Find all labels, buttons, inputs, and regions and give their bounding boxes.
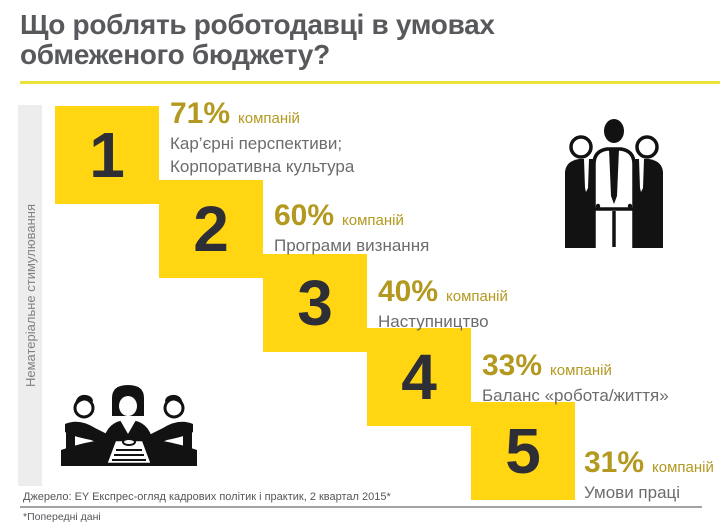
source-text: Джерело: EY Експрес-огляд кадрових політ… [23, 491, 391, 503]
step-rank: 5 [505, 415, 541, 487]
step-rank: 1 [89, 119, 125, 191]
desc-line: Корпоративна культура [170, 157, 355, 176]
desc-line: Кар’єрні перспективи; [170, 134, 343, 153]
sidebar-axis: Нематеріальне стимулювання [18, 105, 42, 486]
step-rank: 3 [297, 267, 333, 339]
percent-unit: компаній [550, 362, 612, 379]
desc-line: Умови праці [584, 483, 681, 502]
percent-value: 40% [378, 275, 439, 308]
percent-value: 33% [482, 349, 543, 382]
percent-row: 40% компаній [378, 277, 508, 307]
percent-unit: компаній [238, 110, 300, 127]
step-block-4: 4 [367, 328, 471, 426]
businessmen-icon [565, 119, 663, 248]
title-underline [20, 81, 720, 84]
percent-row: 71% компаній [170, 99, 354, 129]
percent-unit: компаній [446, 288, 508, 305]
step-1-label: 71% компаній Кар’єрні перспективи; Корпо… [170, 99, 354, 178]
step-5-label: 31% компаній Умови праці [584, 448, 714, 504]
percent-row: 60% компаній [274, 201, 429, 231]
step-block-5: 5 [471, 402, 575, 500]
footer-divider [20, 506, 702, 508]
percent-unit: компаній [342, 212, 404, 229]
percent-unit: компаній [652, 459, 714, 476]
percent-value: 31% [584, 446, 645, 479]
sidebar-axis-label: Нематеріальне стимулювання [22, 203, 38, 387]
footnote-text: *Попередні дані [23, 511, 101, 523]
desc-line: Наступництво [378, 312, 489, 331]
desc-line: Програми визнання [274, 236, 430, 255]
step-rank: 2 [193, 193, 229, 265]
percent-row: 33% компаній [482, 351, 669, 381]
step-block-3: 3 [263, 254, 367, 352]
step-block-2: 2 [159, 180, 263, 278]
percent-value: 60% [274, 199, 335, 232]
desc-line: Баланс «робота/життя» [482, 386, 669, 405]
percent-row: 31% компаній [584, 448, 714, 478]
step-4-label: 33% компаній Баланс «робота/життя» [482, 351, 669, 407]
step-block-1: 1 [55, 106, 159, 204]
step-3-label: 40% компаній Наступництво [378, 277, 508, 333]
meeting-table-icon [61, 385, 197, 466]
step-rank: 4 [401, 341, 437, 413]
percent-value: 71% [170, 97, 231, 130]
page-title: Що роблять роботодавці в умовах обмежено… [20, 9, 495, 70]
step-2-label: 60% компаній Програми визнання [274, 201, 429, 257]
